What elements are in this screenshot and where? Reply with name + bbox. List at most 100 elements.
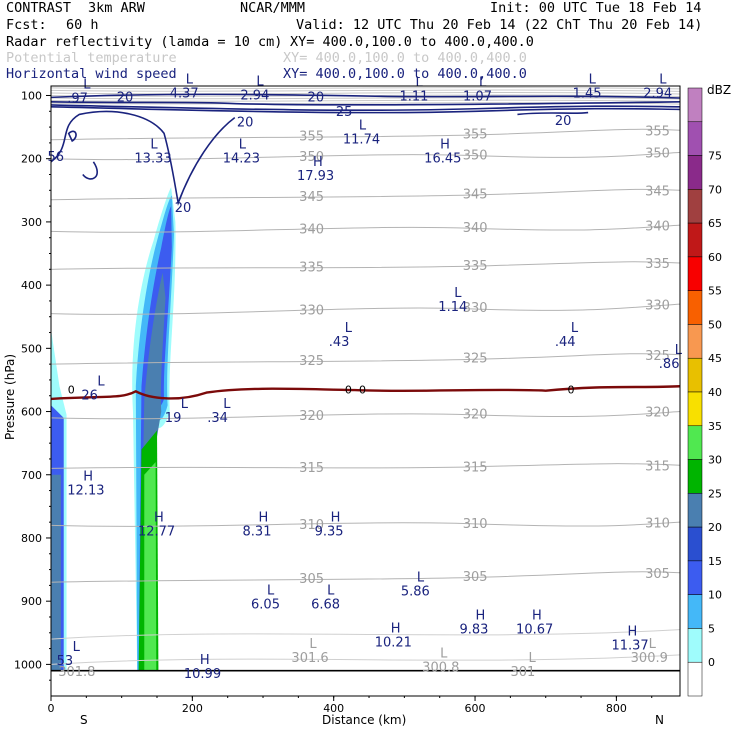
theta-label-310: 310 bbox=[463, 517, 488, 532]
field-xy-wind: XY= 400.0,100.0 to 400.0,400.0 bbox=[283, 66, 527, 82]
theta-label-325: 325 bbox=[645, 349, 670, 364]
colorbar: 0 5 10 15 20 25 30 35 40 45 50 55 60 65 70 75 bbox=[687, 87, 722, 697]
theta-label-310: 310 bbox=[299, 518, 324, 533]
speed-extremum-marker: L bbox=[97, 375, 105, 390]
colorbar-swatch bbox=[687, 324, 703, 359]
theta-label-325: 325 bbox=[299, 354, 324, 369]
speed-extremum-marker: L bbox=[571, 321, 579, 336]
wind-contour-20 bbox=[82, 161, 99, 180]
speed-extremum-marker: H bbox=[440, 138, 450, 153]
speed-value-label: 8.31 bbox=[243, 525, 272, 540]
speed-value-label: 10.67 bbox=[516, 623, 553, 638]
colorbar-swatch bbox=[687, 594, 703, 629]
speed-extremum-marker: H bbox=[200, 653, 210, 668]
field-xy-theta: XY= 400.0,100.0 to 400.0,400.0 bbox=[283, 50, 527, 66]
theta-label-335: 335 bbox=[463, 259, 488, 274]
speed-extremum-marker: L bbox=[345, 321, 353, 336]
field-xy-reflectivity: XY= 400.0,100.0 to 400.0,400.0 bbox=[290, 34, 534, 50]
speed-value-label: 9.83 bbox=[460, 623, 489, 638]
colorbar-tick-label: 60 bbox=[708, 251, 722, 264]
colorbar-swatch bbox=[687, 189, 703, 224]
colorbar-tick-label: 40 bbox=[708, 386, 722, 399]
reflectivity-area bbox=[51, 474, 61, 671]
speed-extremum-marker: L bbox=[223, 397, 231, 412]
speed-value-label: 53 bbox=[57, 654, 74, 669]
theta-label-310: 310 bbox=[645, 516, 670, 531]
colorbar-tick-label: 20 bbox=[708, 521, 722, 534]
y-tick-label: 500 bbox=[21, 342, 42, 355]
theta-label-305: 305 bbox=[645, 567, 670, 582]
theta-label-335: 335 bbox=[299, 261, 324, 276]
wind-contour-25 bbox=[50, 104, 681, 112]
speed-value-label: 11.74 bbox=[343, 133, 380, 148]
speed-extremum-marker: H bbox=[331, 511, 341, 526]
theta-label-305: 305 bbox=[463, 570, 488, 585]
colorbar-tick-label: 5 bbox=[708, 622, 715, 635]
speed-value-label: 10.99 bbox=[184, 667, 221, 682]
wind-contour-20 bbox=[50, 93, 681, 99]
zero-isotherm-label: 0 bbox=[567, 383, 574, 396]
wind-contour-20 bbox=[67, 130, 77, 143]
y-axis-label: Pressure (hPa) bbox=[3, 354, 17, 440]
speed-value-label: 17.93 bbox=[297, 169, 334, 184]
theta-contour-315 bbox=[50, 463, 681, 469]
y-tick-label: 900 bbox=[21, 595, 42, 608]
wind-contour-25 bbox=[50, 106, 681, 114]
colorbar-swatch bbox=[687, 661, 703, 697]
theta-contour-305 bbox=[50, 571, 681, 583]
theta-extremum-marker: L bbox=[529, 651, 537, 666]
theta-contour-upper bbox=[50, 97, 681, 100]
wind-contour-20 bbox=[517, 111, 589, 116]
speed-extremum-marker: L bbox=[150, 138, 158, 153]
colorbar-swatch bbox=[687, 87, 703, 123]
zero-isotherm-label: 0 bbox=[345, 383, 352, 396]
colorbar-swatch bbox=[687, 526, 703, 562]
x-tick-label: 0 bbox=[48, 702, 55, 715]
speed-value-label: 25 bbox=[336, 105, 353, 120]
field-name-wind: Horizontal wind speed bbox=[6, 66, 177, 82]
colorbar-swatch bbox=[687, 628, 703, 663]
theta-value-label: 300.9 bbox=[631, 651, 668, 666]
theta-value-label: 301 bbox=[511, 665, 536, 680]
colorbar-unit: dBZ bbox=[707, 83, 731, 97]
speed-value-label: .97 bbox=[67, 92, 88, 107]
speed-value-label: 1.07 bbox=[463, 90, 492, 105]
theta-contour-355 bbox=[50, 128, 681, 141]
theta-contour-320 bbox=[50, 411, 681, 420]
header-init: Init: 00 UTC Tue 18 Feb 14 bbox=[490, 0, 701, 16]
zero-isotherm-label: 0 bbox=[68, 383, 75, 396]
colorbar-swatch bbox=[687, 121, 703, 156]
theta-label-315: 315 bbox=[463, 460, 488, 475]
field-name-reflectivity: Radar reflectivity (lamda = 10 cm) bbox=[6, 34, 282, 50]
theta-contour-330 bbox=[50, 303, 681, 315]
colorbar-swatch bbox=[687, 459, 703, 494]
speed-value-label: 14.23 bbox=[223, 152, 260, 167]
speed-extremum-marker: H bbox=[313, 155, 323, 170]
speed-extremum-marker: L bbox=[186, 73, 194, 88]
theta-label-350: 350 bbox=[463, 148, 488, 163]
theta-label-315: 315 bbox=[299, 461, 324, 476]
colorbar-tick-label: 35 bbox=[708, 420, 722, 433]
speed-extremum-marker: L bbox=[181, 397, 189, 412]
theta-value-label: 300.8 bbox=[422, 661, 459, 676]
y-tick-label: 700 bbox=[21, 469, 42, 482]
speed-value-label: 12.77 bbox=[138, 525, 175, 540]
colorbar-swatch bbox=[687, 222, 703, 258]
speed-extremum-marker: H bbox=[627, 624, 637, 639]
theta-label-355: 355 bbox=[463, 127, 488, 142]
speed-extremum-marker: L bbox=[239, 138, 247, 153]
theta-label-335: 335 bbox=[645, 257, 670, 272]
speed-extremum-marker: L bbox=[415, 76, 423, 91]
theta-label-345: 345 bbox=[463, 187, 488, 202]
header-valid: Valid: 12 UTC Thu 20 Feb 14 (22 ChT Thu … bbox=[296, 17, 702, 33]
theta-label-350: 350 bbox=[299, 150, 324, 165]
speed-extremum-marker: H bbox=[83, 470, 93, 485]
header-grid: 3km ARW bbox=[88, 0, 146, 16]
colorbar-tick-label: 65 bbox=[708, 217, 722, 230]
colorbar-tick-label: 75 bbox=[708, 150, 722, 163]
speed-value-label: 5.86 bbox=[401, 585, 430, 600]
speed-value-label: 4.37 bbox=[170, 87, 199, 102]
header-fcst-value: 60 h bbox=[66, 17, 99, 33]
theta-contour-upper bbox=[50, 92, 681, 95]
